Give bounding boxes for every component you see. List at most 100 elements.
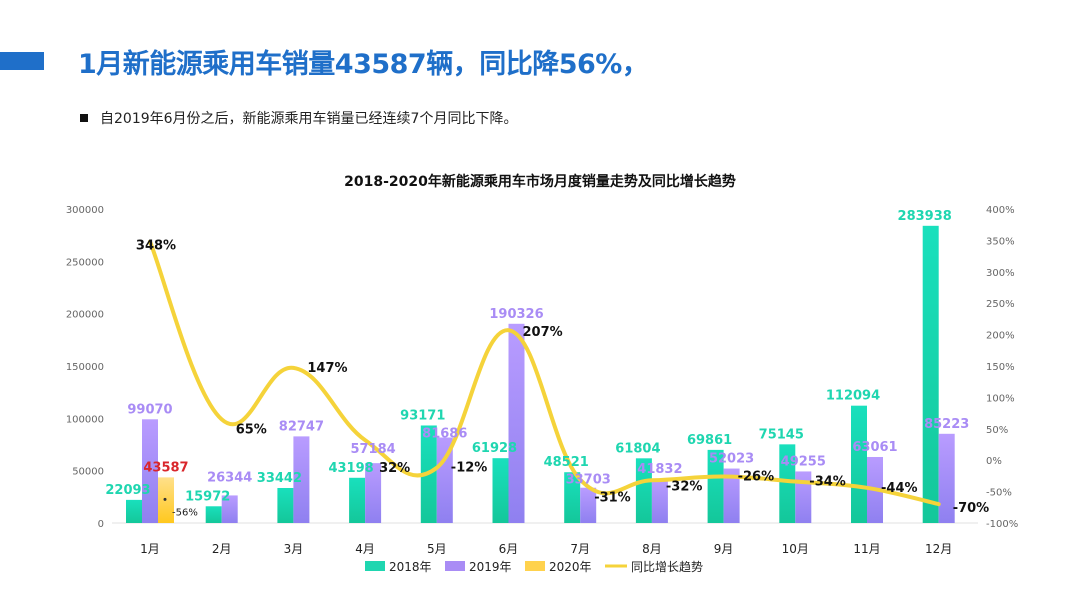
growth-label: -26% xyxy=(738,470,775,485)
right-axis-tick: 50% xyxy=(986,425,1008,436)
bar-2018年-10月 xyxy=(779,444,796,523)
bar-2018年-7月 xyxy=(564,472,581,523)
bar-2018年-9月 xyxy=(707,449,724,523)
bar-2019年-2月 xyxy=(221,495,238,523)
bar-2018年-8月 xyxy=(635,458,652,523)
page-title: 1月新能源乘用车销量43587辆，同比降56%， xyxy=(78,49,649,80)
bar-value-label: 85223 xyxy=(924,417,969,432)
bar-2019年-6月 xyxy=(508,323,525,523)
right-axis-tick: 350% xyxy=(986,236,1015,247)
left-axis-tick: 0 xyxy=(98,519,104,530)
bar-value-label: 49255 xyxy=(781,454,826,469)
bar-value-label: 283938 xyxy=(898,209,952,224)
left-axis-tick: 300000 xyxy=(66,205,104,216)
bar-value-label: 52023 xyxy=(709,452,754,467)
bar-value-label: 63061 xyxy=(852,440,897,455)
bar-value-label: 48521 xyxy=(544,455,589,470)
right-axis-tick: 250% xyxy=(986,299,1015,310)
left-axis-tick: 150000 xyxy=(66,362,104,373)
x-axis-tick: 11月 xyxy=(853,542,880,556)
growth-label: 32% xyxy=(379,461,410,476)
bar-2019年-5月 xyxy=(436,437,453,523)
bar-value-label: 61928 xyxy=(472,441,517,456)
bar-value-label: 26344 xyxy=(207,470,252,485)
bullet-point: 自2019年6月份之后，新能源乘用车销量已经连续7个月同比下降。 xyxy=(80,108,517,128)
legend-swatch xyxy=(365,561,385,571)
bar-value-label: 22093 xyxy=(105,483,150,498)
bar-value-label: 33703 xyxy=(566,473,611,488)
bar-2018年-1月 xyxy=(126,499,142,523)
bar-2018年-2月 xyxy=(205,506,222,523)
x-axis-tick: 5月 xyxy=(427,542,447,556)
legend-swatch xyxy=(445,561,465,571)
bar-value-label: 75145 xyxy=(759,427,804,442)
bar-2019年-12月 xyxy=(938,433,955,523)
bullet-text: 自2019年6月份之后，新能源乘用车销量已经连续7个月同比下降。 xyxy=(100,111,518,127)
growth-label: -31% xyxy=(594,491,631,506)
left-axis-tick: 250000 xyxy=(66,257,104,268)
growth-label: -34% xyxy=(809,475,846,490)
bar-2018年-6月 xyxy=(492,458,509,523)
bar-2018年-3月 xyxy=(277,487,294,523)
legend-label: 2019年 xyxy=(469,560,512,574)
legend-label: 同比增长趋势 xyxy=(631,560,703,574)
right-axis-tick: 0% xyxy=(986,456,1002,467)
bar-value-label: 93171 xyxy=(400,408,445,423)
bar-value-label: 112094 xyxy=(826,389,880,404)
bar-value-label: 61804 xyxy=(615,441,660,456)
bar-value-label: 41832 xyxy=(637,462,682,477)
growth-label: -12% xyxy=(451,461,488,476)
left-axis-tick: 50000 xyxy=(72,467,104,478)
bar-value-label: 43198 xyxy=(328,461,373,476)
x-axis-tick: 3月 xyxy=(284,542,304,556)
right-axis-tick: 300% xyxy=(986,268,1015,279)
right-axis-tick: -50% xyxy=(986,488,1012,499)
x-axis-tick: 7月 xyxy=(570,542,590,556)
legend-label: 2020年 xyxy=(549,560,592,574)
bar-2018年-11月 xyxy=(851,405,867,523)
bullet-square-icon xyxy=(80,114,88,122)
bar-value-label: 81686 xyxy=(422,427,467,442)
bar-2019年-8月 xyxy=(651,479,668,523)
2020-growth-label: -56% xyxy=(172,507,198,518)
chart-title: 2018-2020年新能源乘用车市场月度销量走势及同比增长趋势 xyxy=(344,173,736,190)
bar-2018年-4月 xyxy=(349,477,366,523)
growth-label: -32% xyxy=(666,479,703,494)
x-axis-tick: 10月 xyxy=(782,542,809,556)
legend-swatch xyxy=(525,561,545,571)
bar-2019年-3月 xyxy=(293,436,310,523)
bar-value-label: 190326 xyxy=(489,307,543,322)
bar-2019年-7月 xyxy=(580,487,597,523)
growth-label: 65% xyxy=(236,422,267,437)
bar-value-label: 99070 xyxy=(127,402,172,417)
bar-value-label: 43587 xyxy=(143,460,188,475)
bar-value-label: 69861 xyxy=(687,433,732,448)
bar-value-label: 57184 xyxy=(350,442,395,457)
right-axis-tick: -100% xyxy=(986,519,1018,530)
x-axis-tick: 4月 xyxy=(355,542,375,556)
legend-label: 2018年 xyxy=(389,560,432,574)
x-axis-tick: 8月 xyxy=(642,542,662,556)
right-axis-tick: 200% xyxy=(986,331,1015,342)
x-axis-tick: 2月 xyxy=(212,542,232,556)
left-axis-tick: 100000 xyxy=(66,414,104,425)
right-axis-tick: 100% xyxy=(986,393,1015,404)
2020-growth-point xyxy=(163,497,167,501)
x-axis-tick: 1月 xyxy=(140,542,160,556)
accent-bar xyxy=(0,52,44,70)
growth-label: -44% xyxy=(881,481,918,496)
growth-label: 348% xyxy=(136,239,176,254)
bar-2019年-1月 xyxy=(142,419,158,523)
bar-2019年-9月 xyxy=(723,468,740,523)
x-axis-tick: 12月 xyxy=(925,542,952,556)
yoy-growth-line xyxy=(148,239,941,507)
bar-2018年-12月 xyxy=(922,225,939,523)
bar-value-label: 82747 xyxy=(279,419,324,434)
growth-label: 207% xyxy=(523,325,563,340)
x-axis-tick: 9月 xyxy=(714,542,734,556)
left-axis-tick: 200000 xyxy=(66,310,104,321)
growth-label: 147% xyxy=(307,361,347,376)
right-axis-tick: 400% xyxy=(986,205,1015,216)
bar-2019年-4月 xyxy=(365,463,382,523)
